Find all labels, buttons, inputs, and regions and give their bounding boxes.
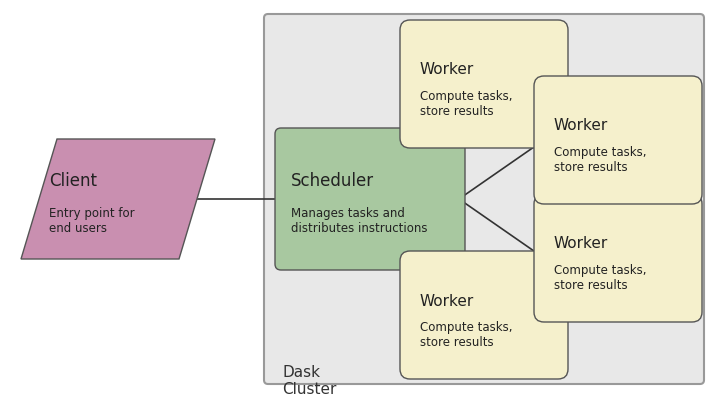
Text: Worker: Worker <box>420 294 474 308</box>
Text: Compute tasks,
store results: Compute tasks, store results <box>554 146 647 174</box>
Text: Client: Client <box>49 172 97 190</box>
Text: Compute tasks,
store results: Compute tasks, store results <box>420 321 513 349</box>
Text: Worker: Worker <box>554 237 609 251</box>
Text: Worker: Worker <box>420 63 474 77</box>
Text: Scheduler: Scheduler <box>291 172 374 190</box>
FancyBboxPatch shape <box>534 194 702 322</box>
Text: Entry point for
end users: Entry point for end users <box>49 207 135 235</box>
Text: Worker: Worker <box>554 119 609 134</box>
Text: Dask
Cluster: Dask Cluster <box>282 365 337 397</box>
Text: Compute tasks,
store results: Compute tasks, store results <box>420 90 513 118</box>
FancyBboxPatch shape <box>534 76 702 204</box>
Polygon shape <box>21 139 215 259</box>
FancyBboxPatch shape <box>275 128 465 270</box>
Text: Manages tasks and
distributes instructions: Manages tasks and distributes instructio… <box>291 207 427 235</box>
FancyBboxPatch shape <box>400 20 568 148</box>
FancyBboxPatch shape <box>400 251 568 379</box>
FancyBboxPatch shape <box>264 14 704 384</box>
Text: Compute tasks,
store results: Compute tasks, store results <box>554 264 647 292</box>
